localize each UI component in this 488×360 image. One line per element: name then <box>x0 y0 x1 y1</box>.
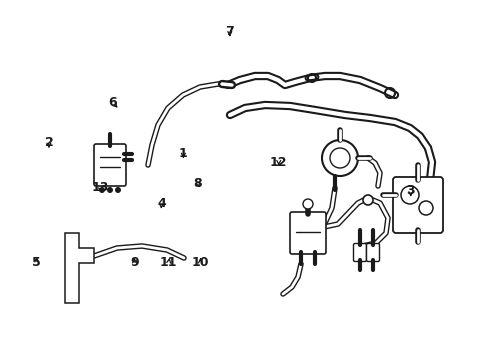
FancyBboxPatch shape <box>353 243 366 261</box>
Text: 13: 13 <box>91 181 109 194</box>
Circle shape <box>99 187 105 193</box>
Polygon shape <box>65 233 94 303</box>
Circle shape <box>115 187 121 193</box>
Text: 8: 8 <box>193 177 202 190</box>
Text: 6: 6 <box>108 96 117 109</box>
Text: 7: 7 <box>225 25 234 38</box>
FancyBboxPatch shape <box>94 144 126 186</box>
Text: 3: 3 <box>406 184 414 197</box>
Text: 9: 9 <box>130 256 139 269</box>
Circle shape <box>107 187 113 193</box>
Text: 10: 10 <box>191 256 209 269</box>
FancyBboxPatch shape <box>289 212 325 254</box>
Circle shape <box>321 140 357 176</box>
Text: 11: 11 <box>160 256 177 269</box>
Text: 2: 2 <box>44 136 53 149</box>
Text: 1: 1 <box>179 147 187 159</box>
Text: 12: 12 <box>269 156 287 168</box>
FancyBboxPatch shape <box>366 243 379 261</box>
Circle shape <box>303 199 312 209</box>
Circle shape <box>362 195 372 205</box>
FancyBboxPatch shape <box>392 177 442 233</box>
Text: 4: 4 <box>157 197 165 210</box>
Text: 5: 5 <box>32 256 41 269</box>
